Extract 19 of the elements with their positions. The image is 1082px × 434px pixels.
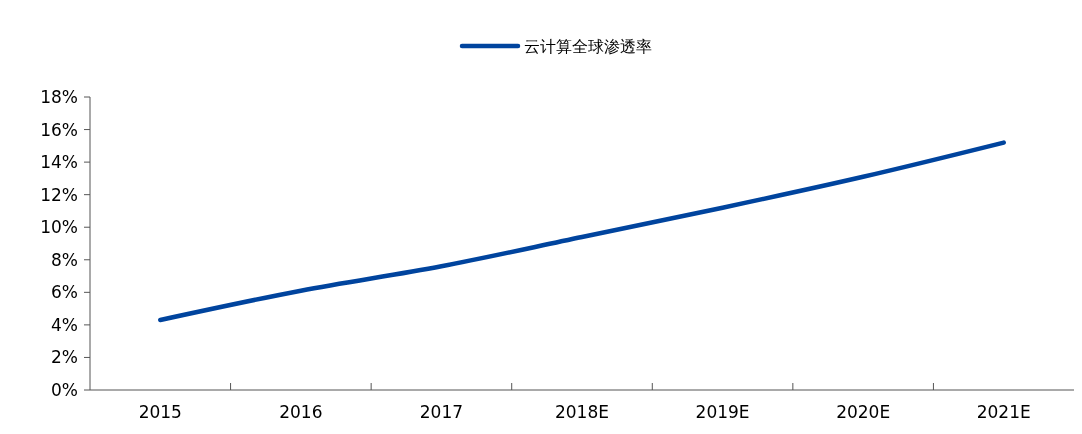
- y-tick-label: 14%: [40, 152, 78, 173]
- x-tick-label: 2018E: [554, 402, 610, 422]
- x-tick-label: 2021E: [976, 402, 1031, 422]
- y-tick-label: 2%: [51, 347, 78, 368]
- legend-label: 云计算全球渗透率: [524, 36, 652, 56]
- y-tick-label: 0%: [51, 379, 78, 400]
- y-tick-label: 8%: [51, 249, 78, 270]
- x-tick-label: 2017: [419, 402, 464, 422]
- x-tick-label: 2016: [279, 402, 323, 422]
- y-tick-label: 6%: [51, 282, 78, 303]
- y-tick-label: 10%: [40, 217, 78, 238]
- x-tick-label: 2020E: [836, 402, 891, 422]
- y-tick-label: 4%: [51, 314, 78, 335]
- y-tick-label: 12%: [40, 184, 78, 205]
- x-tick-label: 2019E: [695, 402, 750, 422]
- x-tick-label: 2015: [138, 402, 182, 422]
- y-tick-label: 18%: [40, 86, 78, 107]
- y-tick-label: 16%: [40, 119, 78, 140]
- line-series: [158, 140, 1006, 323]
